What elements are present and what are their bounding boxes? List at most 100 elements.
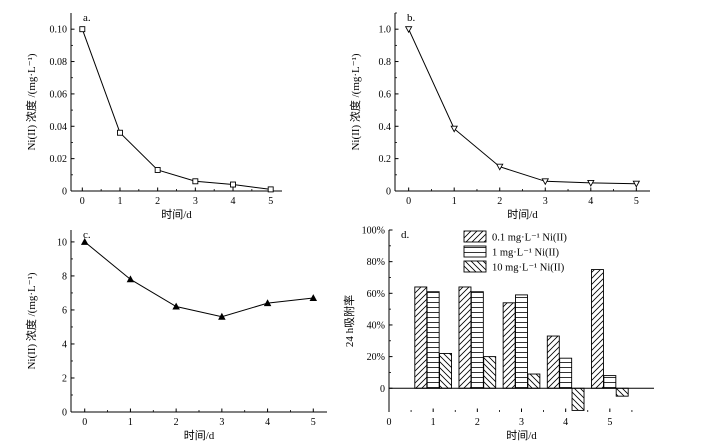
y-tick-label: 0: [380, 384, 385, 395]
panel-c: 0 1 2 3 4 5 0 2 4 6 8 10 c. 时间/d Ni(II) 浓度 /(mg·L⁻¹): [24, 229, 327, 442]
bar: [458, 286, 472, 389]
y-axis-label: Ni(II) 浓度 /(mg·L⁻¹): [24, 272, 38, 369]
y-tick-label: 1.0: [379, 25, 392, 36]
panel-label: d.: [401, 229, 410, 241]
panel-b: 0 1 2 3 4 5 0 0.2 0.4 0.6 0.8 1.0 b. 时间/d Ni(II) 浓度 /(…: [348, 12, 650, 221]
bar: [615, 387, 629, 397]
x-tick-label: 5: [268, 196, 273, 207]
x-tick-label: 3: [519, 417, 524, 428]
bar: [546, 335, 560, 389]
bar: [603, 375, 617, 389]
y-tick-label: 20%: [367, 352, 385, 363]
y-tick-label: 60%: [367, 289, 385, 300]
x-tick-label: 1: [117, 196, 122, 207]
y-axis-label: Ni(II) 浓度 /(mg·L⁻¹): [24, 53, 38, 150]
x-tick-label: 0: [82, 417, 87, 428]
y-tick-label: 0.8: [379, 57, 392, 68]
y-tick-label: 0.10: [50, 25, 68, 36]
x-tick-label: 2: [174, 417, 179, 428]
x-tick-label: 2: [497, 196, 502, 207]
series-line: [408, 28, 637, 185]
x-axis-label: 时间/d: [507, 208, 538, 221]
x-tick-label: 1: [452, 196, 457, 207]
y-tick-label: 0: [386, 187, 391, 198]
bar: [414, 286, 428, 389]
y-tick-label: 0.4: [379, 122, 392, 133]
x-tick-label: 5: [311, 417, 316, 428]
x-tick-label: 4: [588, 196, 593, 207]
y-tick-label: 0: [62, 408, 67, 419]
data-point: [79, 26, 86, 33]
bar: [426, 291, 440, 389]
x-tick-label: 4: [231, 196, 236, 207]
panel-label: c.: [83, 229, 91, 241]
x-tick-label: 2: [475, 417, 480, 428]
y-tick-label: 0.04: [50, 122, 68, 133]
panel-label: b.: [407, 12, 416, 24]
legend-swatch: [463, 260, 487, 273]
data-point: [309, 294, 318, 301]
data-point: [218, 312, 226, 320]
data-point: [263, 299, 272, 307]
legend-label: 1 mg·L⁻¹ Ni(II): [492, 248, 560, 259]
data-point: [541, 178, 550, 186]
x-tick-label: 3: [193, 196, 198, 207]
y-tick-label: 6: [62, 305, 67, 316]
bar: [571, 387, 585, 411]
data-point: [267, 186, 274, 193]
y-tick-label: 100%: [362, 226, 385, 237]
y-tick-label: 0: [62, 187, 67, 198]
y-tick-label: 10: [57, 237, 67, 248]
bar: [502, 302, 516, 389]
x-axis-label: 时间/d: [506, 429, 537, 442]
bar: [591, 269, 604, 389]
data-point: [172, 302, 180, 310]
y-tick-label: 0.02: [50, 154, 68, 165]
data-point: [632, 180, 641, 188]
y-tick-label: 4: [62, 339, 67, 350]
y-tick-label: 80%: [367, 257, 385, 268]
y-tick-label: 0.06: [50, 89, 68, 100]
x-tick-label: 3: [219, 417, 224, 428]
x-axis-label: 时间/d: [184, 429, 215, 442]
x-tick-label: 5: [634, 196, 639, 207]
y-tick-label: 8: [62, 271, 67, 282]
data-point: [117, 129, 123, 136]
x-tick-label: 4: [265, 417, 270, 428]
series-line: [84, 241, 314, 318]
data-point: [587, 179, 595, 187]
y-tick-label: 2: [62, 373, 67, 384]
x-tick-label: 0: [387, 417, 392, 428]
data-point: [80, 237, 89, 245]
data-point: [154, 167, 161, 173]
bar: [439, 352, 452, 389]
series-line: [81, 29, 271, 190]
x-tick-label: 4: [563, 417, 568, 428]
y-axis-label: 24 h吸附率: [342, 295, 356, 347]
x-tick-label: 3: [543, 196, 548, 207]
bar: [559, 357, 573, 389]
legend-swatch: [463, 230, 487, 243]
bar: [470, 291, 484, 389]
data-point: [450, 125, 458, 133]
x-tick-label: 0: [406, 196, 411, 207]
x-tick-label: 1: [431, 417, 436, 428]
bar: [527, 373, 541, 389]
bar: [515, 294, 528, 389]
panel-a: 0 1 2 3 4 5 0 0.02 0.04 0.06 0.08 0.10 a. 时间/d Ni(II) …: [24, 12, 282, 221]
legend-label: 0.1 mg·L⁻¹ Ni(II): [492, 233, 567, 244]
x-tick-label: 5: [607, 417, 612, 428]
panel-d: 0 1 2 3 4 5 0 20% 40% 60% 80% 100% d. 时间/d 24 h吸附率 0.1 …: [342, 226, 654, 442]
x-tick-label: 1: [128, 417, 133, 428]
legend-label: 10 mg·L⁻¹ Ni(II): [492, 263, 565, 274]
data-point: [495, 163, 504, 171]
data-point: [192, 178, 199, 185]
x-axis-label: 时间/d: [161, 208, 192, 221]
data-point: [404, 26, 413, 34]
y-tick-label: 0.08: [50, 57, 68, 68]
panel-label: a.: [83, 12, 91, 24]
x-tick-label: 2: [155, 196, 160, 207]
y-axis-label: Ni(II) 浓度 /(mg·L⁻¹): [348, 53, 362, 150]
data-point: [230, 181, 236, 188]
